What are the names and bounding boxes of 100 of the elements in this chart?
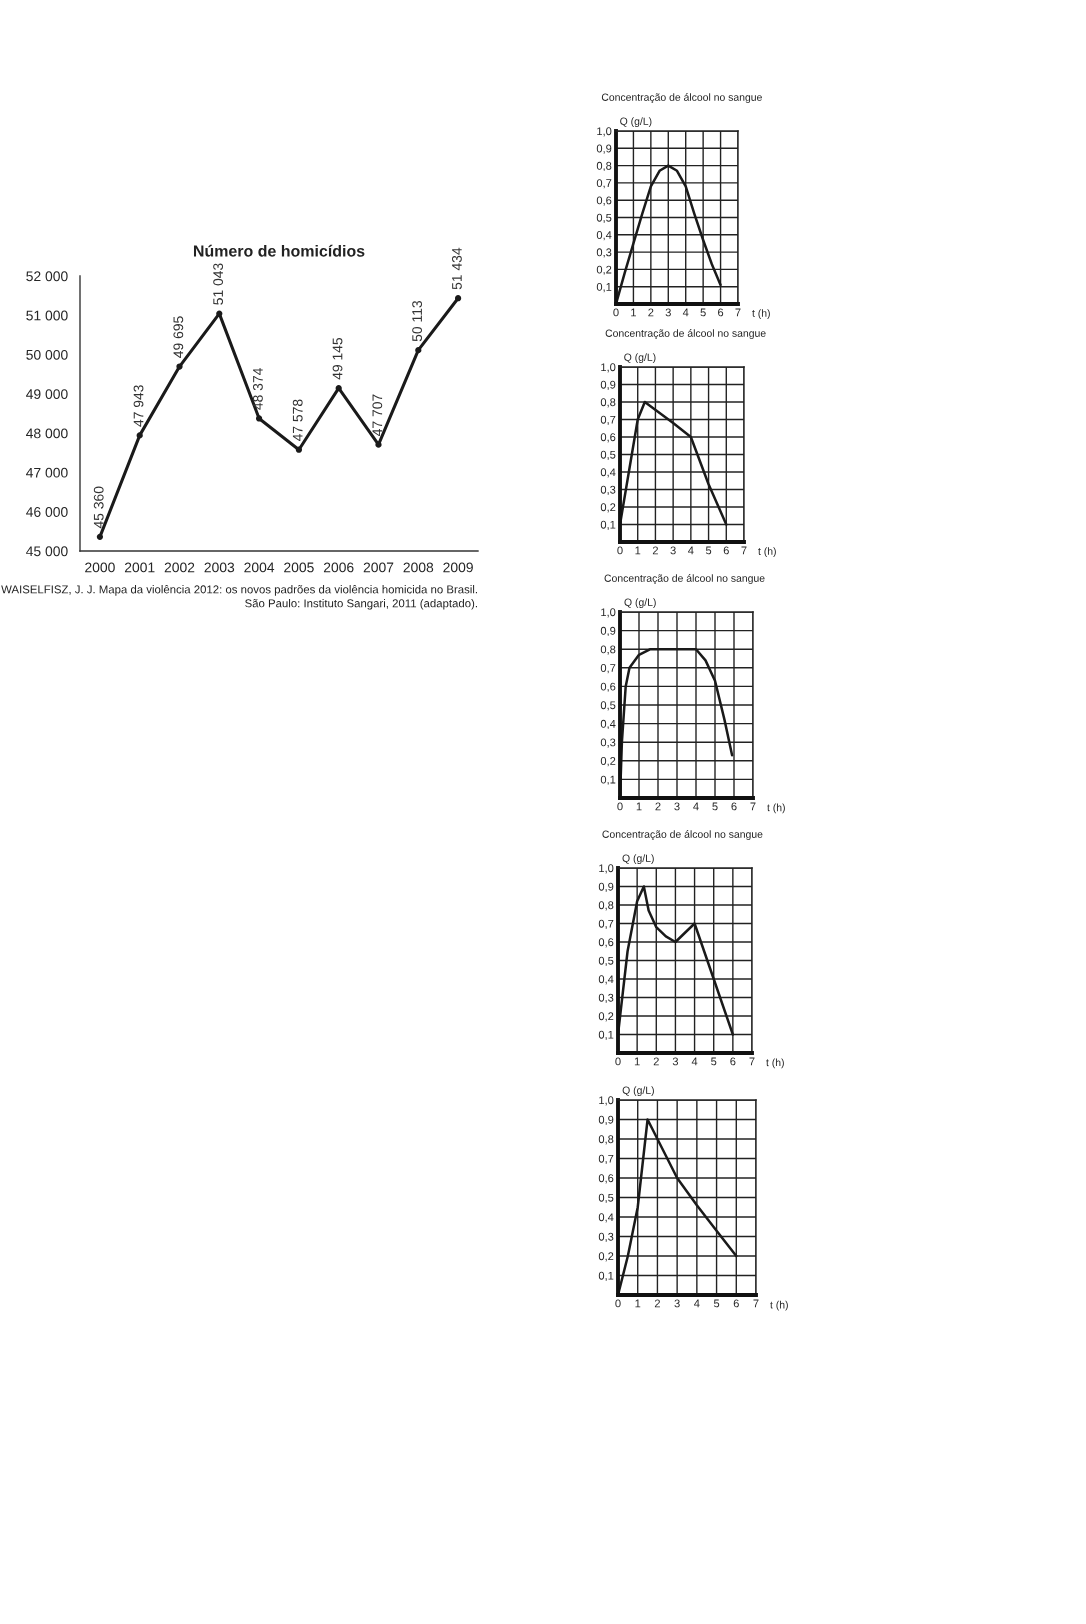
x-axis-title: t (h) <box>752 309 770 319</box>
x-tick-label: 2 <box>653 1057 659 1066</box>
x-tick-label: 3 <box>665 308 671 317</box>
y-tick-label: 0,8 <box>598 901 614 911</box>
y-tick-label: 0,6 <box>596 196 612 206</box>
y-tick-label: 49 000 <box>26 389 68 400</box>
x-tick-label: 3 <box>674 1299 680 1308</box>
y-tick-label: 1,0 <box>597 127 612 137</box>
y-tick-label: 0,6 <box>598 1174 614 1184</box>
chart-title: Concentração de álcool no sangue <box>604 574 765 584</box>
y-tick-label: 0,4 <box>600 719 616 730</box>
text: WAISELFISZ, J. J. Mapa da violência 2012: os novos padrões da violência homicida no Brasil. <box>1 585 477 596</box>
y-tick-label: 0,3 <box>598 1232 614 1242</box>
text: 51 434 <box>451 247 462 290</box>
x-tick-label: 1 <box>634 1057 640 1066</box>
y-tick-label: 0,1 <box>600 775 616 785</box>
y-tick-label: 0,9 <box>598 882 614 892</box>
x-axis-title: t (h) <box>758 547 776 557</box>
y-tick-label: 1,0 <box>599 864 614 874</box>
x-tick-label: 2008 <box>403 562 434 573</box>
x-tick-label: 7 <box>750 802 756 811</box>
x-tick-label: 2004 <box>244 562 275 573</box>
y-tick-label: 0,8 <box>600 645 616 655</box>
x-tick-label: 5 <box>700 308 706 317</box>
x-tick-label: 2002 <box>164 562 195 573</box>
y-tick-label: 0,6 <box>600 682 616 692</box>
x-tick-label: 4 <box>682 308 689 317</box>
x-tick-label: 2006 <box>323 562 354 573</box>
x-tick-label: 5 <box>712 802 718 811</box>
y-tick-label: 0,9 <box>600 626 616 637</box>
text: 45 360 <box>93 486 104 529</box>
y-tick-label: 0,6 <box>598 938 614 948</box>
x-tick-label: 2007 <box>363 562 394 573</box>
text: 47 943 <box>133 385 144 427</box>
x-tick-label: 2 <box>652 546 658 555</box>
x-tick-label: 7 <box>741 546 747 555</box>
y-tick-label: 0,3 <box>596 248 612 258</box>
y-tick-label: 0,2 <box>598 1252 614 1262</box>
y-axis-title: Q (g/L) <box>622 854 654 864</box>
y-tick-label: 45 000 <box>26 546 68 557</box>
y-tick-label: 0,2 <box>600 757 616 767</box>
y-axis-title: Q (g/L) <box>620 117 652 127</box>
y-tick-label: 0,9 <box>598 1115 614 1125</box>
y-tick-label: 0,3 <box>600 485 616 495</box>
y-tick-label: 47 000 <box>26 467 68 478</box>
y-axis-title: Q (g/L) <box>622 1086 654 1096</box>
x-tick-label: 3 <box>674 802 680 811</box>
y-tick-label: 52 000 <box>26 271 68 282</box>
chart-title: Concentração de álcool no sangue <box>602 830 763 840</box>
y-tick-label: 0,9 <box>596 144 612 154</box>
y-tick-label: 0,4 <box>598 975 614 985</box>
y-tick-label: 0,1 <box>600 520 616 530</box>
x-tick-label: 6 <box>731 802 737 811</box>
x-tick-label: 1 <box>635 1299 641 1308</box>
x-tick-label: 0 <box>617 802 623 811</box>
y-tick-label: 0,5 <box>598 956 614 966</box>
x-tick-label: 0 <box>615 1299 621 1308</box>
x-tick-label: 1 <box>636 802 642 811</box>
y-tick-label: 46 000 <box>26 507 68 517</box>
y-tick-label: 0,2 <box>596 265 612 275</box>
x-tick-label: 4 <box>688 546 694 555</box>
y-tick-label: 0,1 <box>598 1030 614 1040</box>
x-tick-label: 5 <box>705 546 712 555</box>
x-tick-label: 2003 <box>204 562 235 573</box>
x-tick-label: 6 <box>723 546 729 555</box>
chart-title: Concentração de álcool no sangue <box>601 93 762 103</box>
x-tick-label: 1 <box>631 308 636 317</box>
text: 47 707 <box>372 394 383 436</box>
x-tick-label: 6 <box>733 1299 739 1308</box>
y-tick-label: 0,8 <box>596 161 612 172</box>
x-tick-label: 4 <box>691 1057 698 1066</box>
y-tick-label: 50 000 <box>26 349 68 360</box>
y-tick-label: 0,1 <box>596 282 612 293</box>
y-tick-label: 0,7 <box>598 919 614 929</box>
y-axis-title: Q (g/L) <box>624 353 656 363</box>
x-tick-label: 0 <box>615 1057 621 1066</box>
text: São Paulo: Instituto Sangari, 2011 (adaptado). <box>245 599 477 610</box>
y-tick-label: 0,2 <box>600 503 616 513</box>
y-tick-label: 0,6 <box>600 433 616 443</box>
x-tick-label: 1 <box>635 546 641 555</box>
y-tick-label: 51 000 <box>26 310 68 321</box>
y-tick-label: 0,4 <box>600 468 616 478</box>
y-tick-label: 0,8 <box>600 398 616 408</box>
x-tick-label: 2 <box>654 1299 660 1308</box>
y-tick-label: 0,4 <box>596 231 612 241</box>
x-tick-label: 6 <box>730 1057 736 1066</box>
x-tick-label: 4 <box>694 1299 700 1308</box>
x-tick-label: 5 <box>711 1057 717 1066</box>
text: 48 374 <box>252 368 263 410</box>
y-tick-label: 48 000 <box>26 428 68 439</box>
x-tick-label: 7 <box>753 1299 759 1308</box>
x-tick-label: 5 <box>713 1299 720 1308</box>
x-tick-label: 3 <box>672 1057 679 1066</box>
y-tick-label: 0,5 <box>598 1193 614 1203</box>
chart-title: Número de homicídios <box>193 244 365 257</box>
x-tick-label: 2005 <box>284 562 314 573</box>
y-tick-label: 0,7 <box>600 415 616 425</box>
x-axis-title: t (h) <box>770 1300 788 1311</box>
y-tick-label: 1,0 <box>601 608 616 618</box>
x-tick-label: 6 <box>718 308 724 317</box>
